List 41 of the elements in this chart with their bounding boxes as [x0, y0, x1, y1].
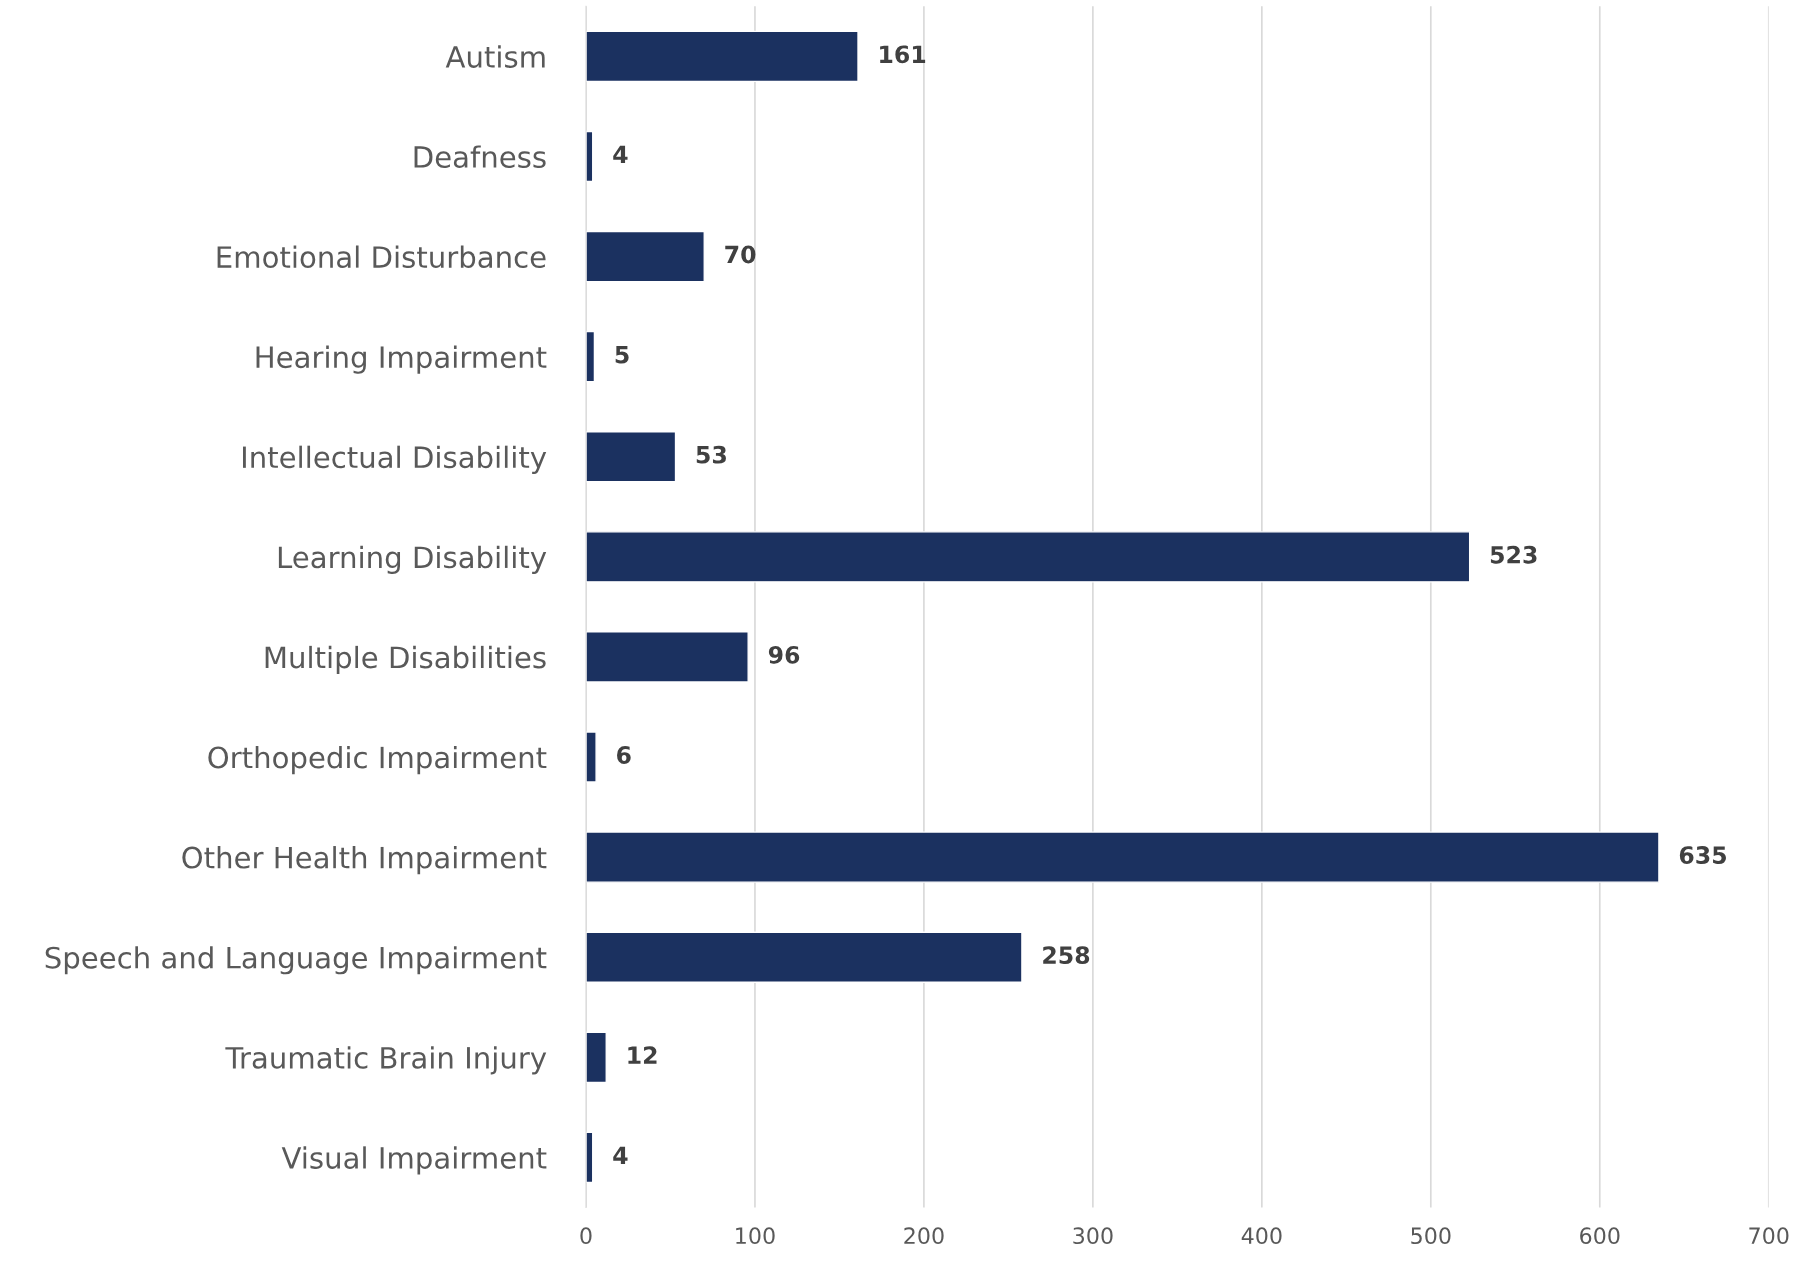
y-tick-label: Deafness — [414, 145, 546, 168]
y-tick-label: Autism — [445, 45, 545, 68]
bar — [585, 531, 1471, 583]
y-tick-label: Intellectual Disability — [242, 445, 547, 474]
y-tick-label: Hearing Impairment — [256, 345, 547, 374]
x-tick-label: 100 — [736, 1227, 775, 1245]
y-tick-label: Other Health Impairment — [182, 846, 547, 875]
data-label: 53 — [696, 445, 726, 464]
data-label: 4 — [613, 1146, 628, 1164]
x-tick-label: 600 — [1580, 1227, 1620, 1245]
bar — [585, 631, 749, 683]
y-tick-label: Speech and Language Impairment — [45, 946, 547, 975]
data-label: 12 — [628, 1046, 657, 1064]
bar — [585, 431, 677, 483]
data-label: 96 — [768, 645, 800, 664]
bar — [585, 831, 1660, 883]
y-tick-label: Traumatic Brain Injury — [225, 1046, 547, 1075]
bar — [585, 1031, 607, 1084]
data-label: 6 — [617, 746, 631, 764]
data-label: 70 — [725, 245, 756, 264]
x-tick-label: 300 — [1073, 1227, 1113, 1245]
y-tick-label: Orthopedic Impairment — [208, 745, 547, 775]
x-tick-label: 400 — [1241, 1227, 1282, 1245]
data-label: 5 — [615, 345, 629, 364]
x-tick-label: 500 — [1411, 1227, 1451, 1245]
bar — [585, 931, 1023, 983]
x-tick-label: 200 — [904, 1227, 944, 1245]
y-tick-label: Emotional Disturbance — [217, 245, 546, 269]
y-tick-label: Multiple Disabilities — [265, 645, 546, 675]
bar — [585, 30, 859, 83]
data-label: 523 — [1490, 545, 1537, 564]
data-label: 635 — [1679, 846, 1726, 864]
bar — [585, 230, 705, 283]
x-tick-label: 700 — [1749, 1227, 1789, 1245]
data-label: 258 — [1043, 946, 1090, 965]
y-tick-label: Learning Disability — [278, 545, 547, 574]
x-tick-label: 0 — [580, 1227, 592, 1245]
data-label: 4 — [613, 145, 628, 163]
y-tick-label: Visual Impairment — [281, 1146, 547, 1175]
data-label: 161 — [880, 45, 926, 64]
bar — [585, 731, 597, 783]
